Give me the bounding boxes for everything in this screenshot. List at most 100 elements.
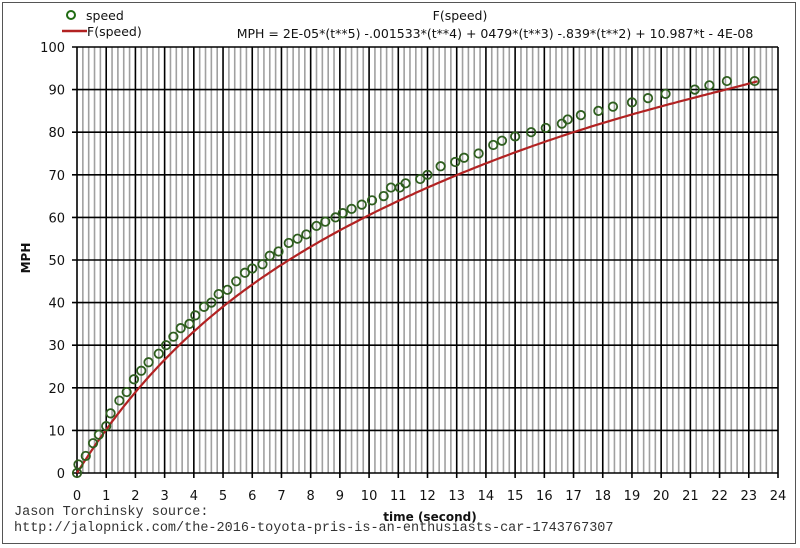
x-tick-label: 3 <box>160 489 168 504</box>
x-tick-label: 19 <box>624 489 641 504</box>
speed-data-point <box>264 250 275 261</box>
y-tick-label: 100 <box>40 41 65 56</box>
credit-line-1: Jason Torchinsky source: <box>14 505 209 520</box>
x-tick-label: 12 <box>419 489 436 504</box>
speed-data-point <box>273 246 284 257</box>
speed-data-point <box>704 80 715 91</box>
speed-data-point <box>101 421 112 432</box>
y-tick-label: 50 <box>48 254 65 269</box>
legend-speed-marker-icon <box>66 10 76 20</box>
speed-data-point <box>257 259 268 270</box>
x-tick-label: 18 <box>594 489 611 504</box>
speed-data-point <box>749 75 760 87</box>
y-tick-label: 0 <box>57 467 65 482</box>
x-tick-label: 6 <box>248 489 256 504</box>
x-tick-label: 23 <box>741 489 758 504</box>
x-tick-label: 20 <box>653 489 670 504</box>
credit-source-url: http://jalopnick.com/the-2016-toyota-pri… <box>14 521 614 536</box>
y-tick-label: 40 <box>48 297 65 312</box>
y-axis-ticks: 0 10 20 30 40 50 60 70 80 90 100 <box>40 41 65 482</box>
x-tick-label: 11 <box>390 489 407 504</box>
speed-data-point <box>311 220 322 232</box>
speed-data-point <box>206 297 217 308</box>
speed-data-point <box>689 84 700 95</box>
speed-data-point <box>458 152 470 163</box>
speed-data-point <box>607 101 619 112</box>
x-tick-label: 5 <box>219 489 227 504</box>
legend-speed-label: speed <box>86 8 124 23</box>
speed-data-point <box>168 331 179 342</box>
speed-data-point <box>239 267 251 278</box>
speed-data-point <box>575 110 586 121</box>
y-tick-label: 30 <box>48 339 65 354</box>
y-tick-label: 80 <box>48 126 65 141</box>
x-tick-label: 13 <box>448 489 465 504</box>
speed-data-point <box>473 148 484 159</box>
x-axis-title: time (second) <box>383 510 476 524</box>
x-tick-label: 2 <box>131 489 139 504</box>
speed-data-point <box>198 301 210 312</box>
speed-data-point <box>73 459 84 470</box>
speed-data-point <box>450 156 461 168</box>
speed-data-point <box>415 173 426 185</box>
y-tick-label: 10 <box>48 424 65 439</box>
x-tick-label: 16 <box>536 489 553 504</box>
speed-data-point <box>356 199 367 210</box>
speed-data-point <box>660 88 671 99</box>
speed-data-point <box>283 237 294 249</box>
speed-data-point <box>301 229 312 240</box>
speed-data-point <box>593 105 604 117</box>
speed-data-point <box>422 169 433 180</box>
y-tick-label: 60 <box>48 211 65 226</box>
speed-data-point <box>400 178 411 189</box>
chart-title: F(speed) <box>433 8 488 23</box>
x-tick-label: 7 <box>277 489 285 504</box>
x-tick-label: 0 <box>73 489 81 504</box>
speed-data-point <box>320 216 331 227</box>
speed-data-point <box>87 438 99 449</box>
speed-data-point <box>526 127 537 138</box>
x-tick-label: 22 <box>711 489 728 504</box>
speed-data-point <box>128 374 140 385</box>
speed-data-point <box>136 365 147 376</box>
speed-data-point <box>184 318 195 329</box>
x-axis-ticks: 0 1 2 3 4 5 6 7 8 9 10 11 12 13 14 15 16 17 18 19 20 21 22 23 24 <box>73 489 786 504</box>
x-tick-label: 9 <box>336 489 344 504</box>
speed-data-point <box>160 340 172 351</box>
speed-data-point <box>510 131 521 142</box>
y-tick-label: 20 <box>48 382 65 397</box>
grid <box>72 46 779 478</box>
x-tick-label: 8 <box>307 489 315 504</box>
speed-data-point <box>222 284 233 295</box>
y-tick-label: 70 <box>48 169 65 184</box>
speed-data-point <box>105 408 116 419</box>
speed-data-point <box>378 191 389 202</box>
speed-data-point <box>175 323 186 334</box>
speed-data-point <box>488 139 499 151</box>
speed-data-point <box>93 429 105 440</box>
speed-data-point <box>626 97 638 108</box>
speed-data-point <box>292 233 303 244</box>
speed-data-point <box>721 75 732 87</box>
speed-data-point <box>562 114 573 125</box>
chart-equation: MPH = 2E-05*(t**5) -.001533*(t**4) + 047… <box>237 26 754 41</box>
speed-data-point <box>394 182 405 193</box>
speed-data-point <box>231 276 242 287</box>
speed-data-point <box>153 348 164 359</box>
x-tick-label: 10 <box>361 489 378 504</box>
y-tick-label: 90 <box>48 84 65 99</box>
x-tick-label: 15 <box>507 489 524 504</box>
speed-data-point <box>80 450 91 462</box>
y-axis-title: MPH <box>19 243 33 274</box>
legend-fit-label: F(speed) <box>87 24 142 39</box>
speed-data-point <box>143 357 154 368</box>
fit-line <box>76 80 758 474</box>
speed-data-point <box>435 161 446 172</box>
speed-data-point <box>540 122 551 134</box>
speed-data-point <box>385 182 397 193</box>
x-tick-label: 4 <box>190 489 198 504</box>
x-tick-label: 24 <box>770 489 787 504</box>
x-tick-label: 14 <box>478 489 495 504</box>
speed-data-point <box>642 93 654 104</box>
